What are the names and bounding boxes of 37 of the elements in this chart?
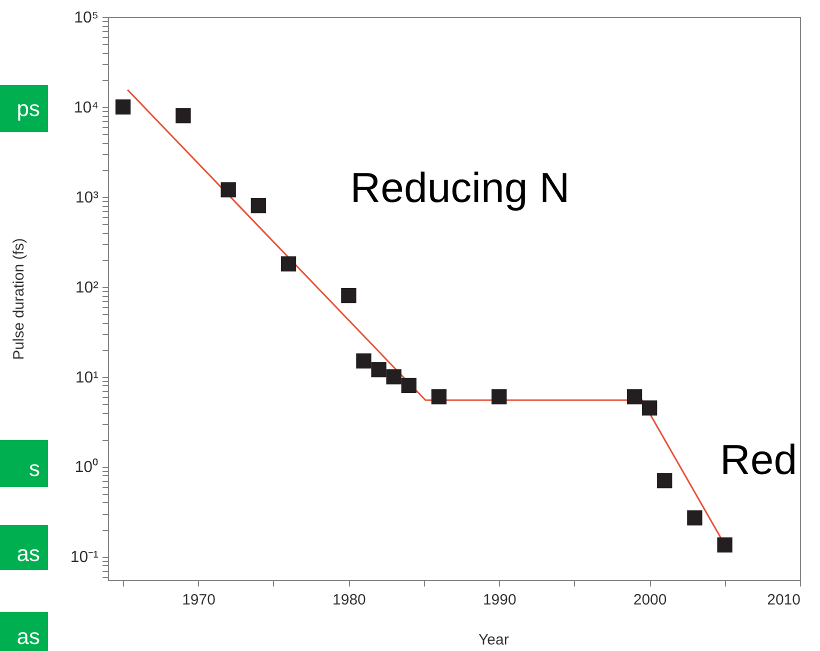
point <box>250 198 266 214</box>
point <box>431 389 447 404</box>
text: s <box>29 456 40 481</box>
x-tick-label: 1990 <box>482 592 516 608</box>
point <box>642 400 658 416</box>
y-tick-label: 10⁻¹ <box>70 549 98 566</box>
x-tick-label: 2010 <box>767 592 800 608</box>
annotation: Red <box>720 436 798 483</box>
y-tick-label: 10⁵ <box>74 10 98 26</box>
y-tick-label: 10² <box>75 279 100 296</box>
point <box>717 537 732 553</box>
y-tick-label: 10¹ <box>75 369 98 386</box>
point <box>401 378 416 394</box>
y-tick-label: 10⁰ <box>74 458 98 476</box>
point <box>657 473 672 488</box>
text: ps <box>16 96 40 121</box>
point <box>220 182 236 198</box>
point <box>115 99 131 115</box>
y-axis-title: Pulse duration (fs) <box>10 238 28 360</box>
point <box>280 256 296 272</box>
y-tick-label: 10³ <box>75 189 100 206</box>
text: as <box>16 541 40 566</box>
x-axis-title: Year <box>478 632 509 648</box>
text: as <box>16 624 40 649</box>
y-tick-label: 10⁴ <box>74 99 99 116</box>
point <box>492 389 507 404</box>
point <box>176 108 191 124</box>
point <box>687 510 702 526</box>
point <box>341 288 356 304</box>
point <box>371 362 386 378</box>
point <box>386 369 402 384</box>
x-tick-label: 2000 <box>633 592 667 608</box>
point <box>356 353 372 369</box>
annotation: Reducing N <box>350 164 570 211</box>
x-tick-label: 1980 <box>332 592 366 608</box>
x-tick-label: 1970 <box>182 592 216 608</box>
point <box>626 389 642 404</box>
